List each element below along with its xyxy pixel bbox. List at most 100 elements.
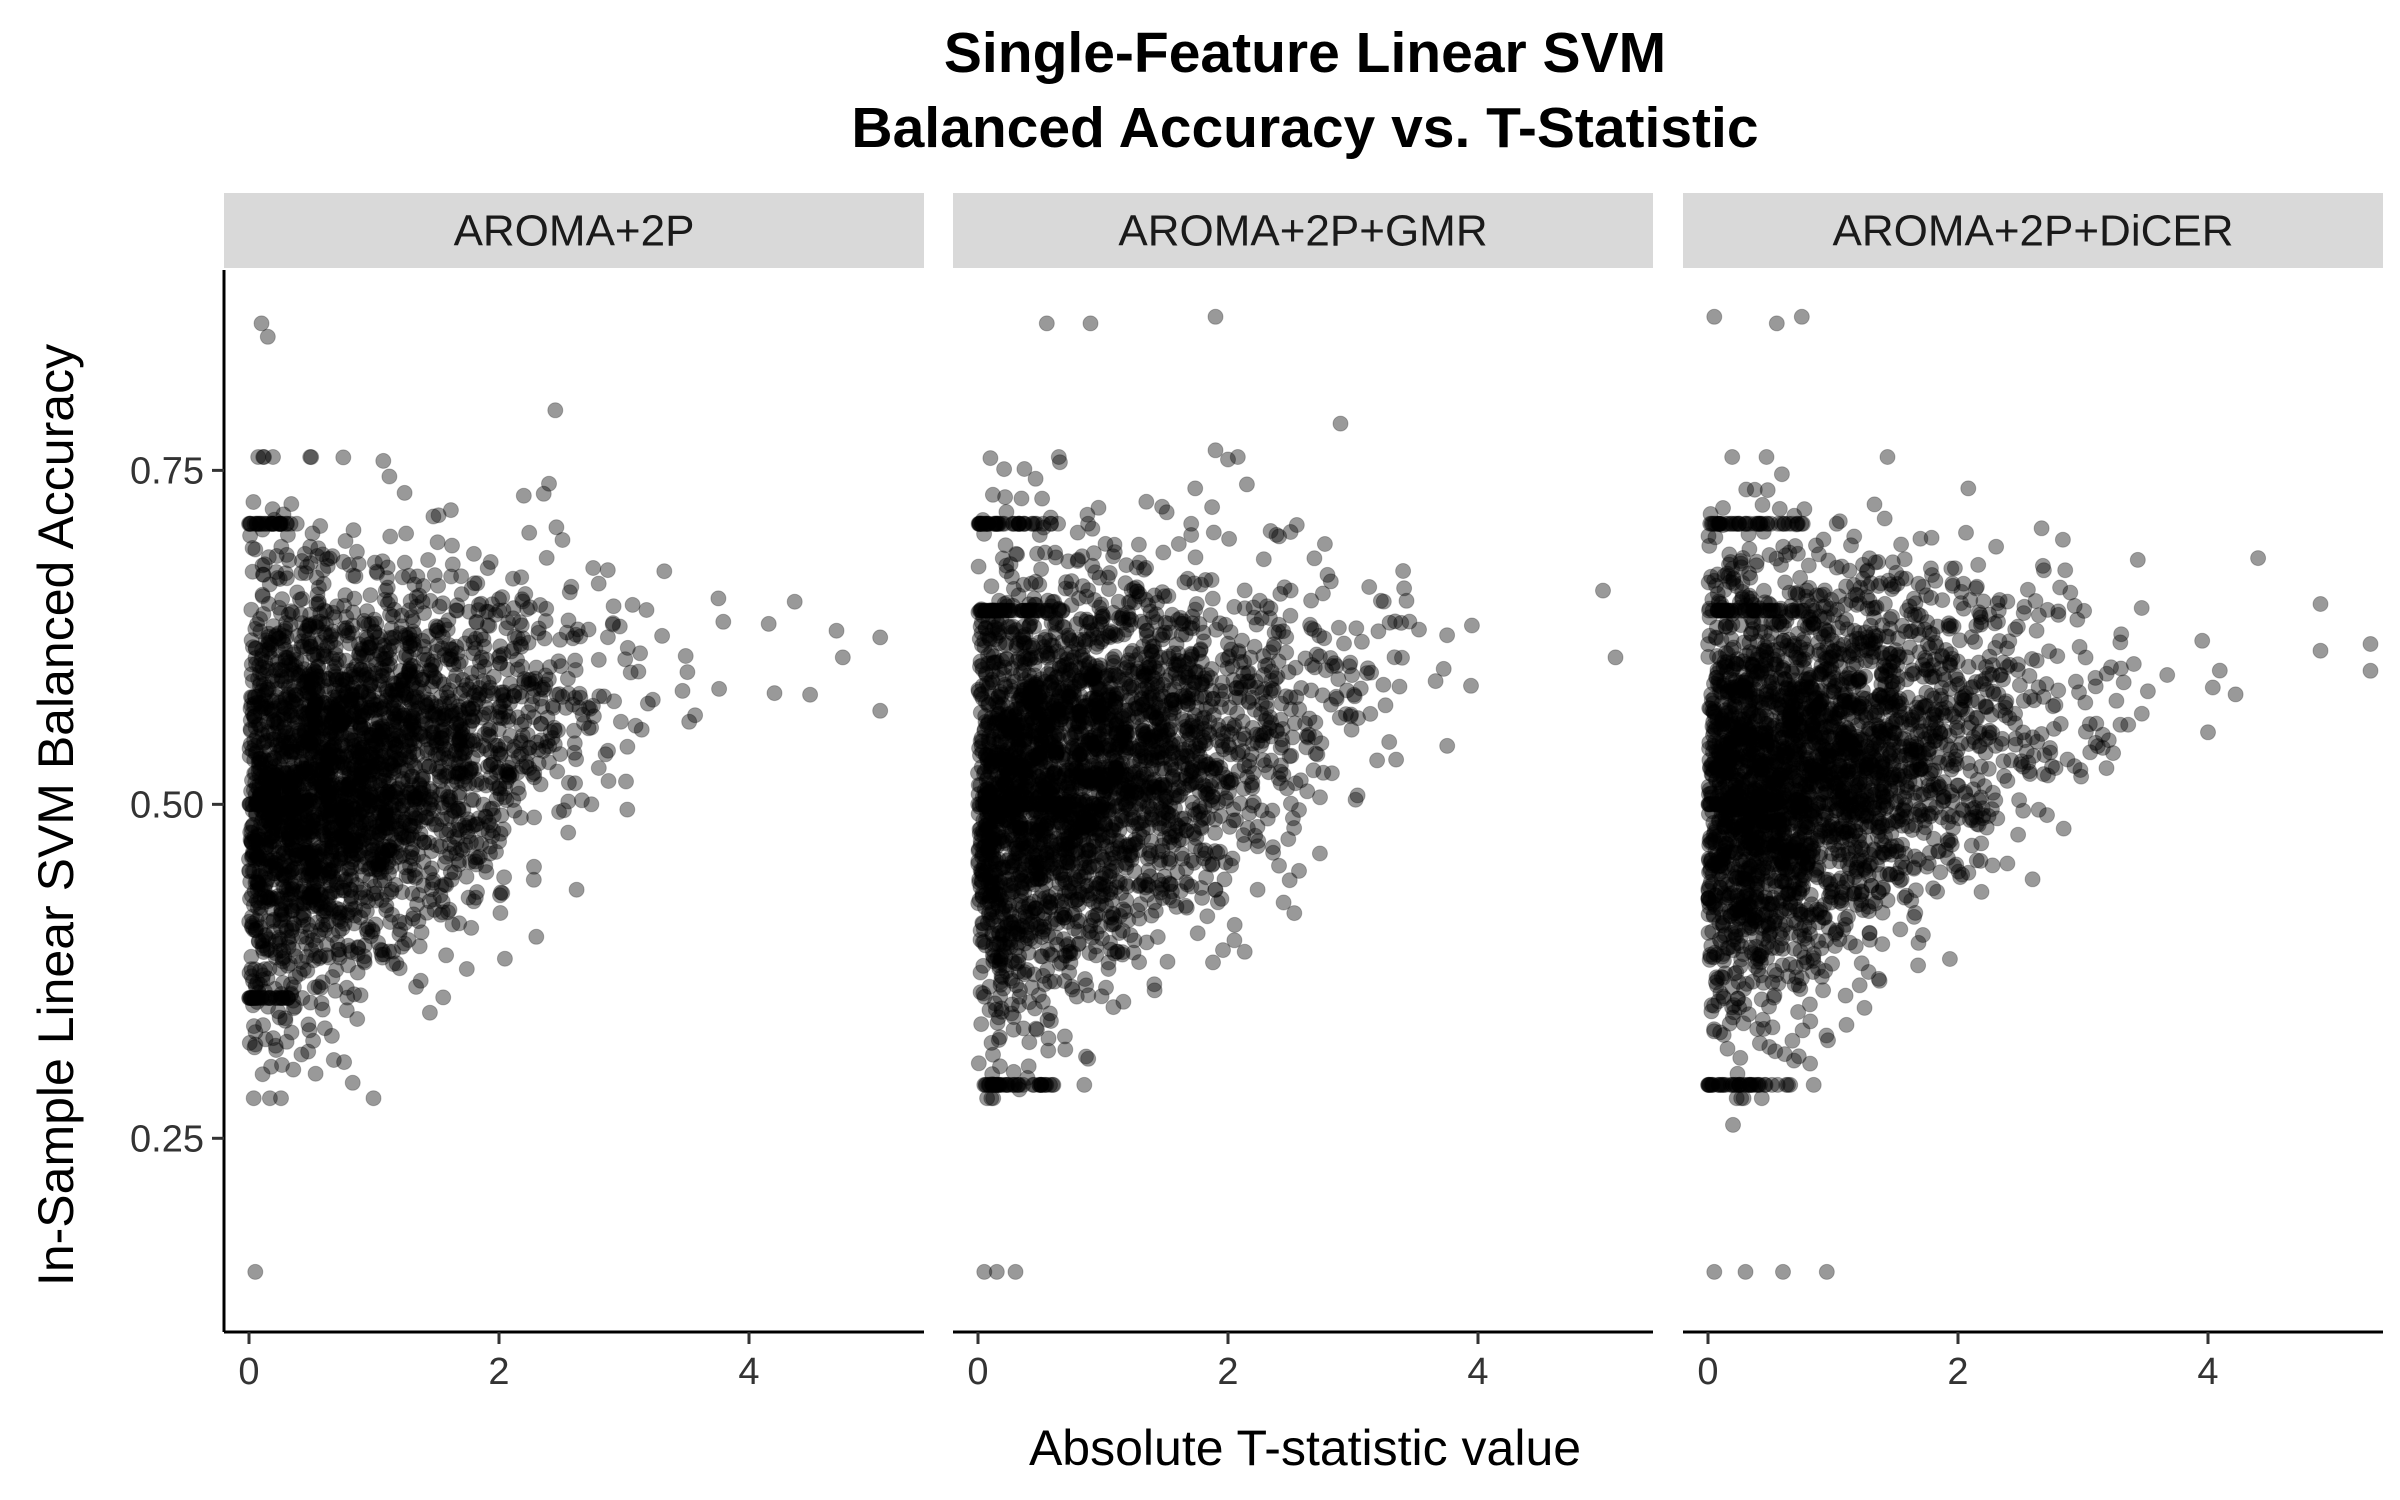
data-point: [356, 795, 373, 812]
data-point: [294, 590, 311, 607]
data-point: [313, 790, 330, 807]
data-point: [654, 627, 671, 644]
data-point: [263, 650, 280, 667]
data-point: [319, 637, 336, 654]
data-point: [359, 636, 376, 653]
data-point: [500, 614, 517, 631]
data-point: [309, 715, 326, 732]
data-point: [243, 834, 260, 851]
data-point: [1205, 954, 1221, 971]
data-point: [252, 793, 269, 810]
data-point: [368, 885, 385, 902]
data-point: [385, 956, 401, 972]
data-point: [322, 827, 339, 843]
data-point: [287, 850, 304, 867]
data-point: [287, 764, 303, 780]
data-point: [407, 788, 424, 805]
data-point: [257, 927, 274, 943]
data-point: [255, 801, 272, 818]
data-point: [354, 770, 371, 787]
data-point: [324, 969, 341, 985]
data-point: [312, 518, 329, 534]
data-point: [368, 563, 385, 580]
data-point: [368, 818, 385, 835]
data-point: [464, 700, 481, 717]
data-point: [313, 789, 329, 805]
data-point: [297, 802, 314, 819]
data-point: [576, 715, 592, 731]
data-point: [415, 708, 432, 725]
data-point: [261, 741, 278, 758]
data-point: [304, 671, 321, 688]
data-point: [513, 569, 530, 586]
data-point: [351, 647, 368, 664]
data-point: [467, 849, 484, 866]
data-point: [309, 914, 326, 931]
data-point: [338, 979, 355, 996]
data-point: [348, 543, 365, 560]
data-point: [271, 599, 288, 616]
data-point: [1226, 598, 1243, 615]
data-point: [478, 699, 495, 716]
data-point: [408, 589, 425, 606]
data-point: [332, 851, 349, 868]
data-point: [362, 829, 379, 846]
data-point: [323, 759, 339, 776]
data-point: [327, 730, 344, 746]
data-point: [317, 772, 334, 789]
data-point: [425, 508, 442, 525]
data-point: [461, 603, 478, 620]
data-point: [321, 869, 338, 886]
data-point: [766, 685, 783, 702]
data-point: [467, 889, 484, 906]
data-point: [485, 668, 502, 685]
data-point: [278, 881, 295, 898]
data-point: [301, 616, 318, 633]
data-point: [250, 688, 267, 705]
data-point: [1391, 678, 1408, 695]
data-point: [255, 666, 272, 683]
data-point: [466, 708, 483, 725]
data-point: [1238, 476, 1255, 493]
data-point: [492, 638, 509, 655]
data-point: [323, 703, 340, 720]
data-point: [378, 886, 395, 903]
data-point: [435, 783, 452, 800]
data-point: [268, 863, 285, 880]
data-point: [243, 824, 260, 841]
data-point: [388, 738, 404, 755]
data-point: [534, 679, 551, 696]
data-point: [710, 590, 727, 607]
data-point: [338, 798, 355, 815]
data-point: [568, 881, 585, 898]
data-point: [494, 589, 511, 606]
data-point: [456, 709, 472, 726]
data-point: [492, 887, 508, 904]
data-point: [554, 532, 571, 548]
data-point: [485, 822, 502, 839]
data-point: [407, 641, 424, 658]
data-point: [606, 693, 623, 710]
data-point: [293, 638, 310, 655]
data-point: [247, 541, 264, 558]
data-point: [464, 674, 481, 691]
data-point: [491, 780, 508, 797]
data-point: [401, 638, 418, 655]
data-point: [335, 814, 352, 830]
data-point: [322, 819, 339, 836]
data-point: [287, 948, 304, 965]
data-point: [295, 905, 312, 922]
data-point: [493, 884, 509, 901]
data-point: [292, 792, 309, 809]
data-point: [318, 753, 335, 770]
data-point: [459, 823, 476, 840]
data-point: [347, 675, 364, 691]
data-point: [443, 808, 460, 825]
data-point: [246, 695, 263, 712]
data-point: [289, 800, 306, 817]
data-point: [309, 659, 326, 675]
data-point: [351, 777, 368, 794]
data-point: [381, 810, 397, 826]
data-point: [331, 909, 348, 926]
